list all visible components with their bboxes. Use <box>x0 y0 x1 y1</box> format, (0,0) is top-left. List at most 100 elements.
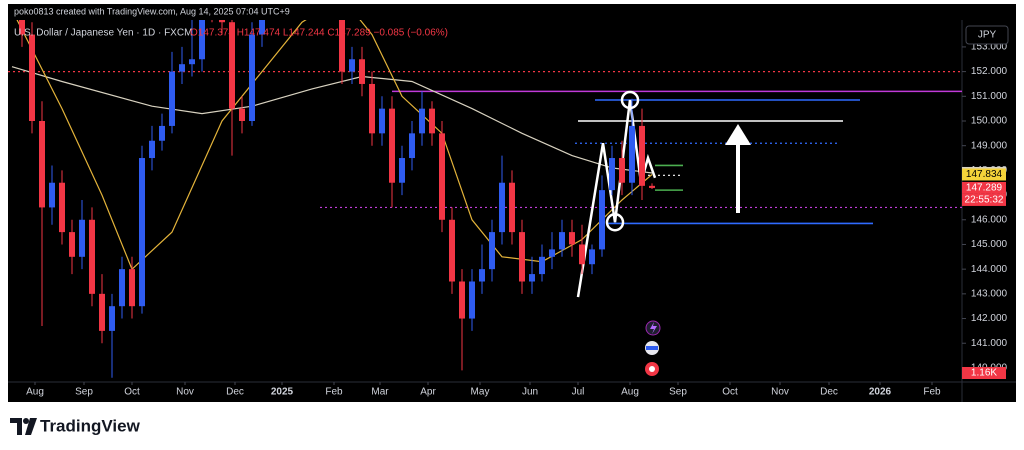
candle-body <box>39 120 45 208</box>
x-tick-label: Dec <box>226 387 244 398</box>
candle-body <box>29 34 35 121</box>
candle-body <box>489 232 495 270</box>
x-tick-label: Sep <box>75 387 93 398</box>
price-label-box <box>962 181 1006 194</box>
x-tick-label: May <box>471 387 490 398</box>
plot-area <box>8 20 962 378</box>
candle-body <box>459 281 465 319</box>
price-label: 147.289 <box>966 183 1003 194</box>
axes: 140.000141.000142.000143.000144.000145.0… <box>26 42 1007 398</box>
price-label: 147.834 <box>966 169 1003 180</box>
x-tick-label: Nov <box>176 387 194 398</box>
volume-label-box <box>962 367 1006 379</box>
candle-body <box>519 232 525 282</box>
candle-body <box>479 269 485 282</box>
candle-body <box>349 59 355 72</box>
candle-body <box>399 158 405 183</box>
candle-body <box>579 244 585 265</box>
candle-body <box>449 219 455 282</box>
brand-name: TradingView <box>40 416 141 435</box>
candle-body <box>609 158 615 191</box>
pivot-circle <box>605 212 625 232</box>
up-arrow <box>725 124 751 213</box>
candle-body <box>59 182 65 233</box>
x-tick-label: Oct <box>124 387 140 398</box>
x-tick-label: 2025 <box>271 387 294 398</box>
pivot-circle <box>620 90 640 110</box>
candle-body <box>249 34 255 121</box>
moving-average <box>16 20 653 271</box>
y-tick-label: 152.000 <box>971 66 1008 77</box>
x-tick-label: Aug <box>26 387 44 398</box>
x-tick-label: Feb <box>923 387 941 398</box>
candle-body <box>359 59 365 84</box>
y-tick-label: 142.000 <box>971 313 1008 324</box>
candle-body <box>649 185 655 188</box>
candle-body <box>259 20 265 35</box>
candle-body <box>619 158 625 183</box>
candle-body <box>89 219 95 294</box>
candle-body <box>229 22 235 109</box>
y-tick-label: 146.000 <box>971 214 1008 225</box>
ohlc-legend: O147.374 H147.474 L147.244 C147.289 −0.0… <box>190 28 448 39</box>
candle-body <box>589 249 595 265</box>
symbol-title: U.S. Dollar / Japanese Yen · 1D · FXCM <box>14 28 192 39</box>
currency[interactable]: JPY <box>978 30 997 41</box>
currency-box[interactable] <box>965 25 1009 45</box>
candle-body <box>569 232 575 245</box>
candle-body <box>99 293 105 331</box>
credit: poko0813 created with TradingView.com, A… <box>14 6 290 16</box>
candle-body <box>19 20 25 35</box>
x-tick-label: Feb <box>325 387 343 398</box>
candle-body <box>139 158 145 307</box>
volume-label: 1.16K <box>971 368 997 379</box>
candle-body <box>529 274 535 282</box>
candle-body <box>339 20 345 72</box>
x-tick-label: Aug <box>621 387 639 398</box>
candle-body <box>439 133 445 220</box>
y-tick-label: 141.000 <box>971 338 1008 349</box>
x-tick-label: Mar <box>371 387 389 398</box>
brand-logo <box>10 418 37 435</box>
candle-body <box>629 125 635 183</box>
x-tick-label: Dec <box>820 387 838 398</box>
y-tick-label: 150.000 <box>971 116 1008 127</box>
candle-body <box>559 232 565 250</box>
candle-body <box>169 71 175 126</box>
y-tick-label: 151.000 <box>971 91 1008 102</box>
x-tick-label: 2026 <box>869 387 892 398</box>
candle-body <box>149 140 155 159</box>
candle-body <box>429 108 435 134</box>
candle-body <box>159 125 165 141</box>
y-tick-label: 144.000 <box>971 264 1008 275</box>
candle-body <box>69 232 75 257</box>
candle-body <box>129 269 135 307</box>
y-tick-label: 143.000 <box>971 288 1008 299</box>
candle-body <box>509 182 515 233</box>
x-tick-label: Apr <box>420 387 436 398</box>
candle-body <box>549 249 555 257</box>
candle-body <box>499 182 505 233</box>
candle-body <box>199 20 205 60</box>
candle-body <box>219 20 225 23</box>
candle-body <box>539 256 545 275</box>
candle-body <box>239 108 245 121</box>
y-tick-label: 149.000 <box>971 140 1008 151</box>
x-tick-label: Sep <box>669 387 687 398</box>
candle-body <box>409 133 415 159</box>
candle-body <box>419 108 425 134</box>
countdown: 22:55:32 <box>965 195 1004 206</box>
candle-body <box>599 190 605 250</box>
candle-body <box>469 281 475 319</box>
y-tick-label: 153.000 <box>971 42 1008 53</box>
x-tick-label: Oct <box>722 387 738 398</box>
candle-body <box>49 182 55 208</box>
event-icons <box>645 320 661 376</box>
candle-body <box>189 59 195 65</box>
price-label-box <box>962 168 1006 181</box>
y-tick-label: 145.000 <box>971 239 1008 250</box>
x-tick-label: Jun <box>522 387 538 398</box>
candle-body <box>369 83 375 134</box>
candle-body <box>389 108 395 183</box>
